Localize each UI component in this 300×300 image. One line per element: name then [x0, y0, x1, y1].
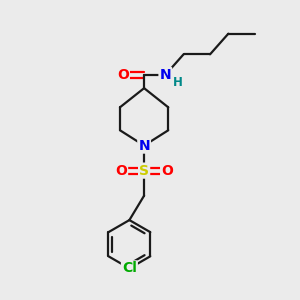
- Text: N: N: [160, 68, 171, 82]
- Text: S: S: [139, 164, 149, 178]
- Text: Cl: Cl: [122, 261, 137, 275]
- Text: H: H: [173, 76, 183, 89]
- Text: O: O: [115, 164, 127, 178]
- Text: O: O: [161, 164, 173, 178]
- Text: N: N: [138, 139, 150, 153]
- Text: O: O: [117, 68, 129, 82]
